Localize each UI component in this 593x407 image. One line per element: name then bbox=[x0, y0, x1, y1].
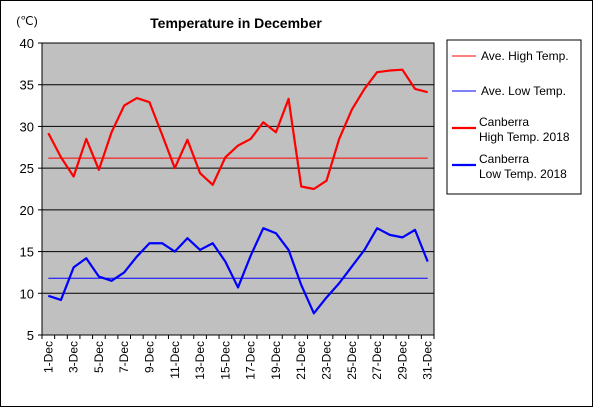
legend-label: Ave. High Temp. bbox=[481, 49, 569, 63]
x-tick-label: 19-Dec bbox=[269, 341, 283, 380]
y-axis-unit-label: (℃) bbox=[16, 14, 37, 28]
series-line-2 bbox=[47, 68, 428, 191]
series-lines bbox=[47, 68, 429, 315]
legend-label: Ave. Low Temp. bbox=[481, 84, 566, 98]
y-tick-label: 40 bbox=[20, 36, 34, 51]
chart-title: Temperature in December bbox=[150, 15, 322, 31]
y-tick-label: 5 bbox=[27, 328, 34, 343]
x-tick-label: 11-Dec bbox=[168, 341, 182, 379]
x-tick-label: 13-Dec bbox=[193, 341, 207, 380]
x-tick-label: 15-Dec bbox=[218, 341, 232, 380]
legend-label: High Temp. 2018 bbox=[479, 130, 570, 144]
legend-label: Canberra bbox=[479, 115, 529, 129]
y-tick-label: 25 bbox=[20, 161, 34, 176]
legend: Ave. High Temp.Ave. Low Temp.CanberraHig… bbox=[452, 49, 570, 181]
x-tick-label: 9-Dec bbox=[142, 341, 156, 373]
x-tick-label: 7-Dec bbox=[117, 341, 131, 373]
x-tick-label: 5-Dec bbox=[92, 341, 106, 373]
x-tick-label: 3-Dec bbox=[67, 341, 81, 373]
x-tick-label: 31-Dec bbox=[421, 341, 435, 380]
legend-label: Canberra bbox=[479, 152, 529, 166]
y-tick-label: 35 bbox=[20, 78, 34, 93]
y-axis-ticks: 5 10 15 20 25 30 35 40 bbox=[20, 36, 42, 343]
x-tick-label: 17-Dec bbox=[244, 341, 258, 380]
x-tick-label: 27-Dec bbox=[370, 341, 384, 380]
x-axis-ticks: 1-Dec 3-Dec 5-Dec 7-Dec 9-Dec 11-Dec 13-Dec 15-… bbox=[41, 335, 435, 380]
y-tick-label: 20 bbox=[20, 203, 34, 218]
x-tick-label: 1-Dec bbox=[41, 341, 55, 373]
plot-area bbox=[41, 42, 435, 336]
x-tick-label: 21-Dec bbox=[294, 341, 308, 380]
series-line-3 bbox=[47, 227, 429, 315]
x-tick-label: 29-Dec bbox=[395, 341, 409, 380]
y-tick-label: 15 bbox=[20, 245, 34, 260]
y-tick-label: 10 bbox=[20, 286, 34, 301]
x-tick-label: 25-Dec bbox=[345, 341, 359, 380]
legend-label: Low Temp. 2018 bbox=[479, 167, 567, 181]
x-tick-label: 23-Dec bbox=[320, 341, 334, 380]
y-tick-label: 30 bbox=[20, 119, 34, 134]
legend-box bbox=[446, 39, 582, 195]
